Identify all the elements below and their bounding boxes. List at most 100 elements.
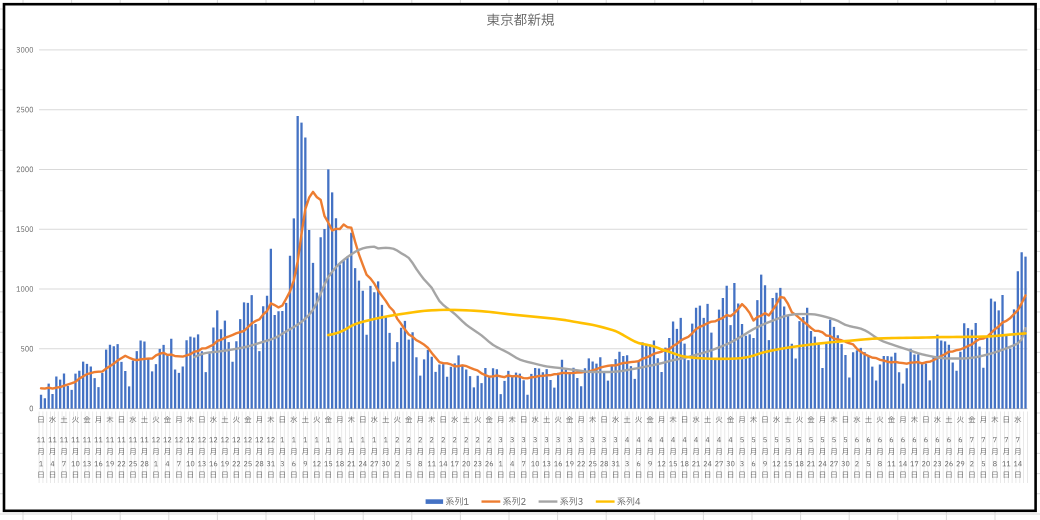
x-label bbox=[266, 416, 275, 478]
x-label bbox=[542, 416, 551, 478]
x-label bbox=[565, 416, 574, 478]
x-label bbox=[588, 416, 597, 478]
x-label bbox=[795, 416, 804, 478]
x-label bbox=[669, 416, 677, 478]
x-axis-tick-stripes bbox=[38, 411, 1028, 483]
x-label bbox=[94, 416, 103, 478]
legend-item-系列2[interactable] bbox=[481, 497, 526, 506]
x-label bbox=[657, 416, 666, 478]
x-label bbox=[174, 416, 183, 478]
x-label bbox=[450, 416, 459, 478]
x-label bbox=[105, 416, 114, 478]
x-label bbox=[1013, 416, 1022, 478]
x-label bbox=[209, 416, 218, 478]
x-label bbox=[611, 416, 620, 478]
x-label bbox=[865, 416, 872, 478]
x-label bbox=[279, 416, 285, 478]
x-label bbox=[577, 416, 585, 478]
x-label bbox=[117, 416, 126, 478]
x-label bbox=[243, 416, 252, 478]
x-label bbox=[358, 416, 367, 478]
x-label bbox=[600, 416, 609, 478]
x-label bbox=[232, 416, 241, 478]
x-label bbox=[692, 416, 701, 478]
x-label bbox=[197, 416, 206, 478]
legend-item-系列4[interactable] bbox=[595, 497, 641, 506]
plot-gridlines bbox=[39, 49, 1028, 410]
x-label bbox=[910, 416, 919, 478]
x-label bbox=[772, 416, 781, 478]
x-label bbox=[968, 416, 976, 478]
x-label bbox=[554, 416, 563, 478]
series-系列2[interactable] bbox=[39, 190, 1027, 390]
x-label bbox=[186, 416, 195, 478]
x-label bbox=[887, 416, 896, 478]
x-label bbox=[48, 416, 57, 478]
x-label bbox=[163, 416, 172, 478]
legend[interactable] bbox=[425, 497, 641, 506]
x-label bbox=[980, 416, 986, 478]
x-label bbox=[60, 416, 68, 478]
x-label bbox=[726, 416, 735, 478]
x-label bbox=[784, 416, 792, 478]
x-label bbox=[381, 416, 390, 478]
line-series-group[interactable] bbox=[39, 190, 1027, 390]
x-label bbox=[508, 416, 516, 478]
chart-title[interactable] bbox=[486, 13, 554, 26]
x-label bbox=[439, 416, 448, 478]
x-label bbox=[405, 416, 413, 478]
x-label bbox=[715, 416, 723, 478]
x-axis-labels[interactable] bbox=[37, 416, 1022, 478]
x-label bbox=[302, 416, 309, 478]
x-label bbox=[635, 416, 642, 478]
x-label bbox=[1002, 416, 1011, 478]
x-label bbox=[497, 416, 504, 478]
x-label bbox=[473, 416, 482, 478]
series-系列1[interactable] bbox=[39, 116, 1027, 409]
x-label bbox=[807, 416, 815, 478]
x-label bbox=[520, 416, 527, 478]
series-系列3[interactable] bbox=[193, 245, 1027, 374]
x-label bbox=[290, 416, 298, 478]
legend-swatch-bar bbox=[425, 499, 444, 504]
x-label bbox=[945, 416, 953, 478]
x-label bbox=[841, 416, 850, 478]
x-label bbox=[623, 416, 631, 478]
legend-item-系列3[interactable] bbox=[538, 497, 583, 506]
legend-item-系列1[interactable] bbox=[425, 497, 469, 506]
x-label bbox=[324, 416, 333, 478]
x-label bbox=[140, 416, 149, 478]
x-label bbox=[703, 416, 712, 478]
series-1-bars[interactable] bbox=[39, 116, 1027, 409]
x-label bbox=[680, 416, 689, 478]
x-label bbox=[347, 416, 356, 478]
x-label bbox=[853, 416, 861, 478]
y-axis-labels[interactable] bbox=[16, 46, 34, 412]
x-label bbox=[335, 416, 344, 478]
x-label bbox=[255, 416, 264, 478]
x-label bbox=[750, 416, 757, 478]
x-label bbox=[220, 416, 229, 478]
x-label bbox=[531, 416, 540, 478]
series-系列4[interactable] bbox=[327, 308, 1027, 361]
x-label bbox=[738, 416, 745, 478]
x-label bbox=[462, 416, 471, 478]
x-label bbox=[37, 416, 45, 478]
x-label bbox=[417, 416, 423, 478]
x-label bbox=[761, 416, 768, 478]
x-label bbox=[485, 416, 494, 478]
chart-area-border[interactable] bbox=[2, 2, 1037, 513]
x-label bbox=[427, 416, 436, 478]
x-label bbox=[393, 416, 401, 478]
x-label bbox=[151, 416, 160, 478]
x-label bbox=[71, 416, 80, 478]
x-label bbox=[933, 416, 942, 478]
x-label bbox=[128, 416, 137, 478]
x-label bbox=[312, 416, 321, 478]
x-label bbox=[818, 416, 827, 478]
x-label bbox=[830, 416, 838, 478]
x-label bbox=[922, 416, 930, 478]
x-label bbox=[876, 416, 884, 478]
